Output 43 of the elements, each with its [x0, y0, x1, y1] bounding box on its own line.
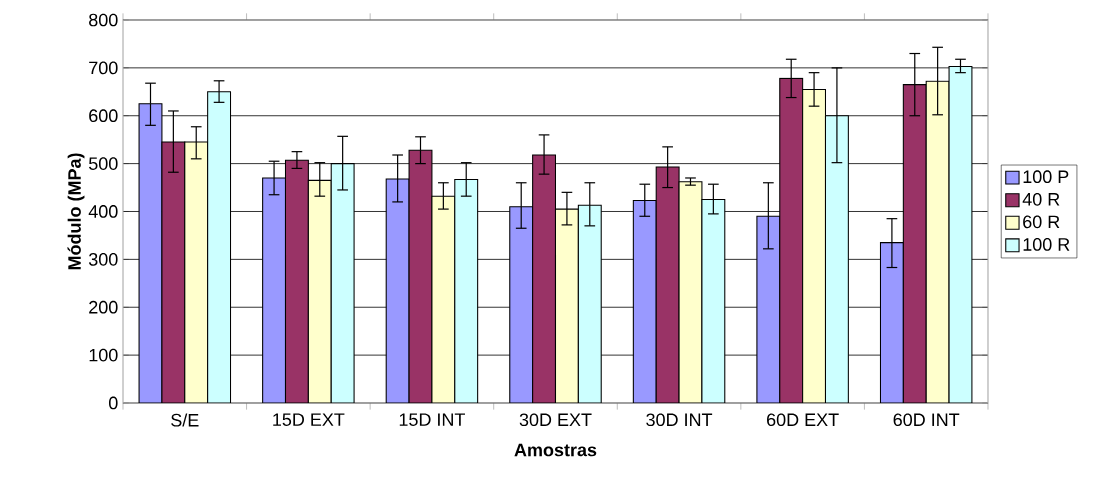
bar	[431, 195, 456, 403]
x-tick-label: 30D EXT	[519, 413, 592, 427]
y-axis-title: Módulo (MPa)	[67, 153, 85, 270]
bar	[262, 177, 287, 403]
bar	[509, 206, 534, 403]
bar	[330, 163, 355, 403]
bar	[138, 103, 163, 403]
y-tick-label: 300	[88, 253, 118, 266]
x-tick-label: 60D INT	[893, 413, 960, 427]
legend-label: 40 R	[1022, 192, 1060, 206]
bar	[577, 204, 602, 403]
bar	[678, 181, 703, 403]
y-tick-label: 800	[89, 13, 118, 27]
x-tick-label: 60D EXT	[767, 413, 839, 427]
y-tick-label: 600	[89, 109, 118, 123]
y-tick-label: 0	[108, 396, 118, 410]
bar	[454, 178, 479, 403]
bar	[632, 199, 657, 403]
bar	[824, 115, 849, 403]
bar	[802, 88, 827, 403]
y-tick-label: 700	[89, 61, 118, 75]
bar	[307, 179, 332, 403]
y-tick-label: 500	[88, 157, 118, 170]
bar	[207, 91, 232, 403]
legend-label: 60 R	[1023, 215, 1060, 229]
legend-label: 100 P	[1023, 170, 1069, 184]
legend-label: 100 R	[1023, 238, 1070, 251]
bar	[948, 65, 973, 403]
bar	[756, 215, 781, 403]
bar	[184, 141, 209, 403]
x-tick-label: 30D INT	[646, 413, 713, 427]
y-tick-label: 100	[89, 348, 118, 362]
x-tick-label: S/E	[171, 413, 199, 427]
y-tick-label: 200	[89, 300, 118, 314]
y-tick-label: 400	[88, 205, 118, 218]
x-axis-title: Amostras	[514, 443, 597, 457]
x-tick-label: 15D EXT	[273, 413, 345, 426]
bar	[385, 178, 410, 403]
bar	[554, 208, 579, 403]
x-tick-label: 15D INT	[399, 413, 465, 426]
bar	[879, 242, 904, 403]
bar	[925, 80, 950, 403]
bar	[701, 198, 726, 403]
